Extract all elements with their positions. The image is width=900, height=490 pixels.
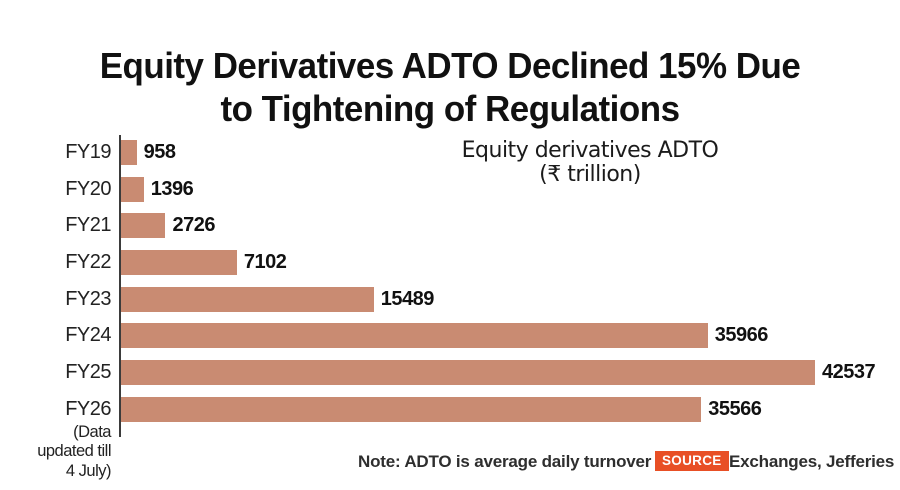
- category-label: FY20: [65, 177, 111, 200]
- bar-row: FY23 15489: [0, 286, 900, 312]
- category-label: FY26 (Data updated till 4 July): [0, 397, 121, 480]
- bar: [121, 323, 708, 349]
- footnote: Note: ADTO is average daily turnover: [358, 452, 652, 471]
- chart-legend-unit: (₹ trillion): [539, 162, 641, 187]
- value-label: 7102: [243, 250, 287, 273]
- category-label: FY21: [65, 214, 111, 237]
- bar: [121, 176, 144, 202]
- page-title: Equity Derivatives ADTO Declined 15% Due…: [0, 44, 900, 130]
- bar-track: 35566: [121, 396, 815, 422]
- bar: [121, 140, 137, 165]
- page-title-line1: Equity Derivatives ADTO Declined 15% Due: [99, 45, 801, 87]
- bar-track: 15489: [121, 286, 815, 312]
- bar-track: 1396: [121, 176, 815, 202]
- chart-legend-label: Equity derivatives ADTO: [461, 138, 719, 163]
- bar: [121, 213, 166, 239]
- bar-track: 42537: [121, 359, 876, 385]
- bar-row: FY19 958: [0, 140, 900, 165]
- bar-row: FY26 (Data updated till 4 July) 35566: [0, 396, 900, 480]
- category-label: FY23: [65, 287, 111, 310]
- page-title-line2: to Tightening of Regulations: [220, 88, 680, 130]
- bar: [121, 286, 374, 312]
- chart-legend: Equity derivatives ADTO (₹ trillion): [420, 139, 760, 187]
- value-label: 958: [143, 141, 176, 163]
- bar-row: FY20 1396: [0, 176, 900, 202]
- bar-rows: FY19 958 FY20 1396 FY21 2726 FY22 7102 FY23 15489…: [0, 140, 900, 480]
- bar-row: FY21 2726: [0, 213, 900, 239]
- source-badge: SOURCE: [655, 451, 729, 471]
- value-label: 35966: [714, 324, 769, 347]
- category-label: FY25: [65, 360, 111, 383]
- bar-track: 7102: [121, 249, 815, 275]
- category-label: FY22: [65, 250, 111, 273]
- value-label: 42537: [822, 360, 876, 383]
- value-label: 35566: [708, 397, 762, 420]
- bar-row: FY25 42537: [0, 359, 900, 385]
- bar: [121, 396, 702, 422]
- bar-track: 35966: [121, 323, 815, 349]
- bar: [121, 249, 237, 275]
- category-sublabel: (Data updated till 4 July): [37, 422, 111, 480]
- source-text: Exchanges, Jefferies: [729, 452, 895, 471]
- value-label: 15489: [380, 287, 435, 310]
- bar-track: 2726: [121, 213, 815, 239]
- bar-row: FY24 35966: [0, 323, 900, 349]
- bar: [121, 359, 815, 385]
- y-axis-line: [119, 135, 121, 437]
- bar-track: 958: [121, 140, 815, 165]
- value-label: 2726: [172, 214, 215, 237]
- category-label: FY24: [65, 324, 111, 347]
- value-label: 1396: [150, 177, 194, 200]
- category-label: FY19: [65, 141, 111, 163]
- bar-row: FY22 7102: [0, 249, 900, 275]
